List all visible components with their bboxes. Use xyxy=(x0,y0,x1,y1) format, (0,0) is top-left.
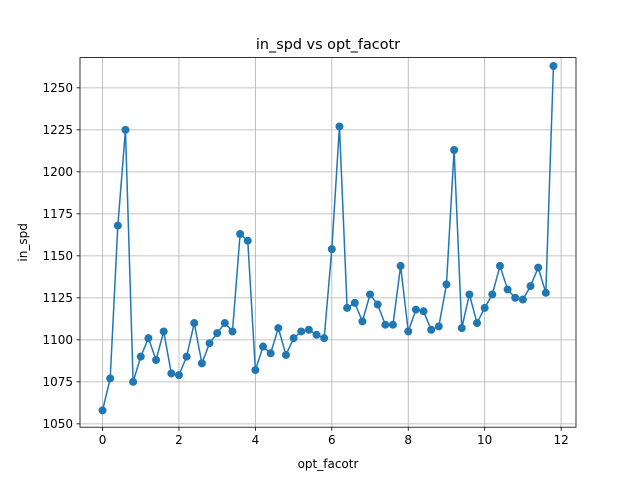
y-tick-label: 1175 xyxy=(42,207,73,221)
data-point xyxy=(113,221,122,230)
x-tick-label: 8 xyxy=(404,433,412,447)
data-point xyxy=(281,350,290,359)
x-tick-label: 4 xyxy=(252,433,260,447)
data-point xyxy=(434,322,443,331)
data-point xyxy=(98,406,107,415)
series-line xyxy=(101,65,555,411)
y-tick-label: 1200 xyxy=(42,165,73,179)
x-axis-label: opt_facotr xyxy=(298,457,359,471)
data-point xyxy=(205,339,214,348)
y-tick-label: 1075 xyxy=(42,375,73,389)
data-point xyxy=(526,282,535,291)
data-point xyxy=(312,330,321,339)
y-tick-label: 1225 xyxy=(42,123,73,137)
data-point xyxy=(343,303,352,312)
data-point xyxy=(350,298,359,307)
x-tick-label: 10 xyxy=(477,433,492,447)
data-point xyxy=(220,319,229,328)
data-point xyxy=(228,327,237,336)
data-point xyxy=(495,261,504,270)
data-point xyxy=(136,352,145,361)
data-point xyxy=(167,369,176,378)
data-point xyxy=(366,290,375,299)
x-tick-label: 2 xyxy=(175,433,183,447)
data-point xyxy=(297,327,306,336)
data-point xyxy=(534,263,543,272)
data-point xyxy=(274,324,283,333)
data-point xyxy=(121,125,130,134)
data-point xyxy=(320,334,329,343)
series-layer xyxy=(98,62,558,415)
data-point xyxy=(266,349,275,358)
data-point xyxy=(174,371,183,380)
data-point xyxy=(427,325,436,334)
data-point xyxy=(488,290,497,299)
data-point xyxy=(236,230,245,238)
data-point xyxy=(411,305,420,314)
data-point xyxy=(419,307,428,316)
y-axis-label: in_spd xyxy=(16,223,30,261)
data-point xyxy=(404,327,413,336)
data-point xyxy=(373,300,382,309)
data-point xyxy=(511,293,520,302)
ticks-layer: 0 2 4 6 8 10 12 1050 1075 1100 1125 1150 1175 1200 122… xyxy=(42,81,568,447)
y-tick-label: 1050 xyxy=(42,417,73,431)
data-point xyxy=(304,325,313,334)
data-point xyxy=(197,359,206,368)
data-point xyxy=(388,320,397,329)
data-point xyxy=(129,377,138,386)
data-point xyxy=(480,303,489,312)
data-point xyxy=(182,352,191,361)
data-point xyxy=(503,285,512,294)
data-point xyxy=(473,319,482,328)
data-point xyxy=(381,320,390,329)
data-point xyxy=(358,317,367,326)
data-point xyxy=(106,374,115,383)
x-tick-label: 6 xyxy=(328,433,336,447)
data-point xyxy=(289,334,298,343)
data-point xyxy=(152,356,161,364)
data-point xyxy=(549,62,558,70)
data-point xyxy=(396,261,405,270)
data-point xyxy=(450,146,459,154)
x-tick-label: 0 xyxy=(99,433,107,447)
y-tick-label: 1250 xyxy=(42,81,73,95)
y-tick-label: 1150 xyxy=(42,249,73,263)
data-point xyxy=(251,366,260,375)
x-tick-label: 12 xyxy=(553,433,568,447)
data-point xyxy=(457,324,466,333)
y-tick-label: 1125 xyxy=(42,291,73,305)
data-point xyxy=(335,122,344,131)
grid-layer xyxy=(80,57,576,428)
data-point xyxy=(213,329,222,338)
data-point xyxy=(144,334,153,343)
data-point xyxy=(327,245,336,254)
data-point xyxy=(243,236,252,245)
plot-frame xyxy=(79,57,577,428)
data-point xyxy=(465,290,474,299)
data-point xyxy=(259,342,268,351)
chart-title: in_spd vs opt_facotr xyxy=(256,37,400,53)
data-point xyxy=(190,319,199,328)
y-tick-label: 1100 xyxy=(42,333,73,347)
data-point xyxy=(442,280,451,289)
data-point xyxy=(541,288,550,297)
data-point xyxy=(159,327,168,336)
data-point xyxy=(518,295,527,304)
